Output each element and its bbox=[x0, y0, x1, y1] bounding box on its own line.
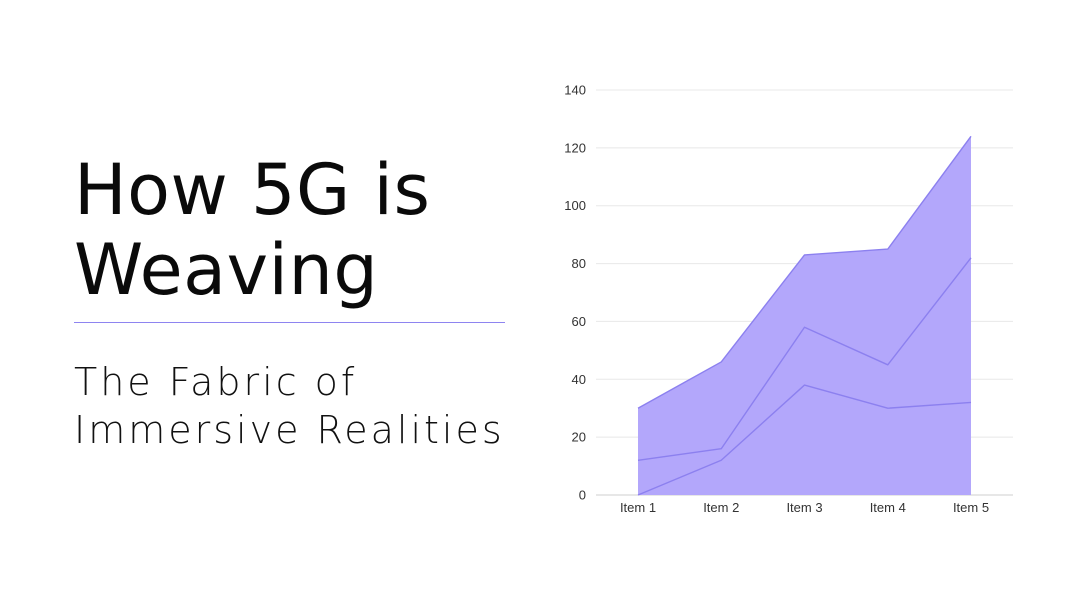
y-tick-label: 20 bbox=[572, 430, 586, 445]
y-tick-label: 140 bbox=[564, 83, 586, 98]
x-tick-label: Item 4 bbox=[870, 500, 906, 515]
y-tick-label: 40 bbox=[572, 372, 586, 387]
area-fill bbox=[638, 136, 971, 495]
x-tick-label: Item 2 bbox=[703, 500, 739, 515]
y-tick-label: 100 bbox=[564, 198, 586, 213]
x-tick-label: Item 1 bbox=[620, 500, 656, 515]
slide-subtitle: The Fabric of Immersive Realities bbox=[74, 358, 544, 454]
slide-title-line-2: Weaving bbox=[74, 229, 379, 311]
title-divider bbox=[74, 322, 505, 323]
slide-subtitle-line-2: Immersive Realities bbox=[74, 408, 505, 452]
y-tick-label: 60 bbox=[572, 314, 586, 329]
x-tick-label: Item 3 bbox=[786, 500, 822, 515]
y-tick-label: 80 bbox=[572, 256, 586, 271]
slide-subtitle-line-1: The Fabric of bbox=[74, 360, 358, 404]
area-chart: 0 20 40 60 80 100 120 140 Item 1 Item 2 Item 3 Item… bbox=[564, 83, 1013, 515]
x-tick-label: Item 5 bbox=[953, 500, 989, 515]
y-tick-label: 0 bbox=[579, 488, 586, 503]
slide-title-line-1: How 5G is bbox=[74, 149, 431, 231]
y-tick-label: 120 bbox=[564, 140, 586, 155]
slide-title: How 5G is Weaving bbox=[74, 150, 514, 310]
